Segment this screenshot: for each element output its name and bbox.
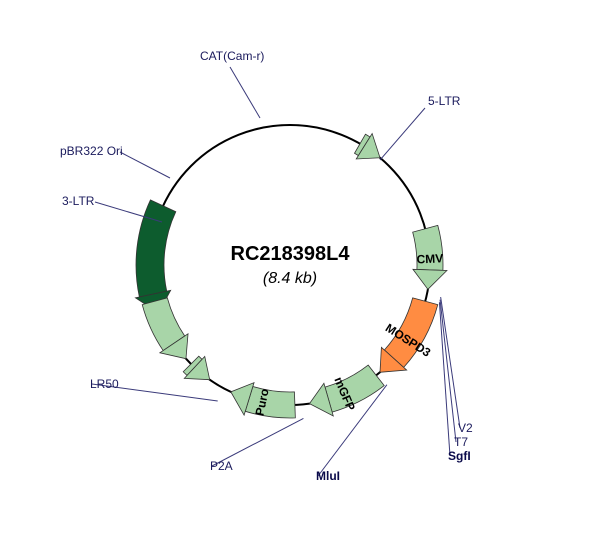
site-label-MluI: MluI <box>316 469 340 483</box>
site-label-LR50: LR50 <box>90 377 119 391</box>
plasmid-name: RC218398L4 <box>231 243 351 265</box>
plasmid-size: (8.4 kb) <box>263 270 317 287</box>
site-label-T7: T7 <box>454 435 468 449</box>
label-pBR322 Ori: pBR322 Ori <box>60 144 123 158</box>
label-5-LTR: 5-LTR <box>428 94 461 108</box>
on-label-CMV: CMV <box>416 251 443 266</box>
leader-line <box>380 108 425 160</box>
segment-5-LTR <box>355 134 380 159</box>
segment-pBR322 Ori <box>142 298 188 359</box>
site-label-SgfI: SgfI <box>448 449 471 463</box>
leader-line <box>230 67 260 118</box>
site-label-V2: V2 <box>458 421 473 435</box>
label-3-LTR: 3-LTR <box>62 194 95 208</box>
site-label-P2A: P2A <box>210 459 233 473</box>
label-CAT(Cam-r): CAT(Cam-r) <box>200 49 264 63</box>
leader-line <box>120 152 170 178</box>
plasmid-map: CAT(Cam-r)5-LTRCMVMOSPD3mGFPPuro3-LTRpBR… <box>0 0 600 533</box>
segment-CAT(Cam-r) <box>135 200 175 313</box>
